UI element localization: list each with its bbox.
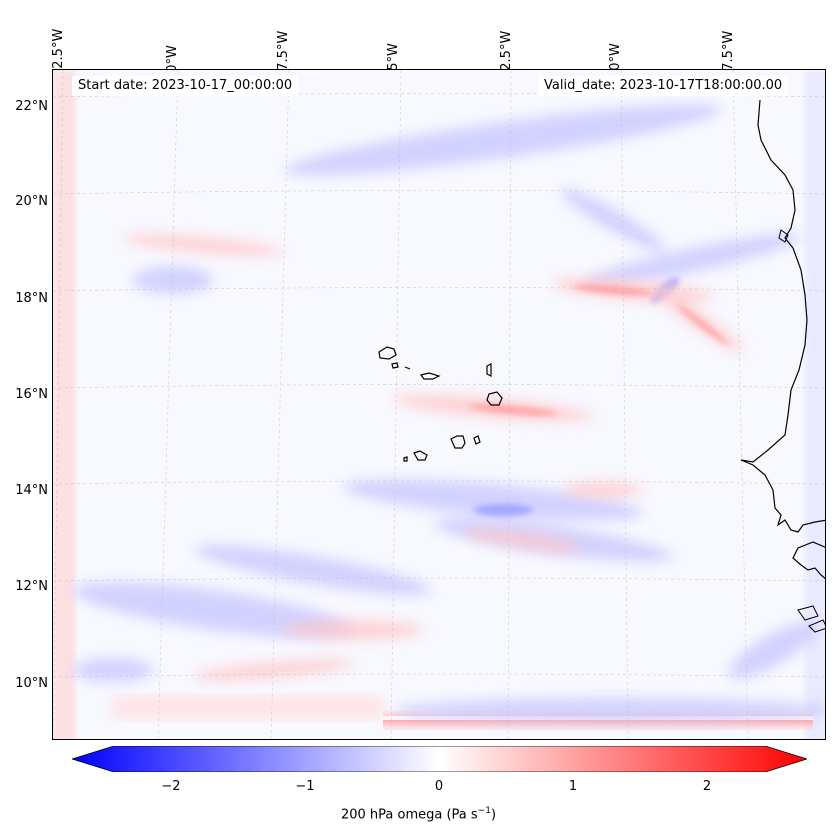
colorbar-label: 200 hPa omega (Pa s−1) <box>340 806 497 823</box>
lat-label-18n: 18°N <box>15 291 48 306</box>
boundary-right <box>805 70 825 739</box>
colorbar-tick-2: 2 <box>702 779 712 794</box>
omega-field <box>53 70 825 739</box>
colorbar-body <box>72 746 807 772</box>
start-date-label: Start date: 2023-10-17_00:00:00 <box>72 76 299 96</box>
colorbar-tick-1: 1 <box>568 779 578 794</box>
lat-label-14n: 14°N <box>15 483 48 498</box>
boundary-left <box>53 70 75 739</box>
colorbar-tick-0: 0 <box>434 779 444 794</box>
lat-label-10n: 10°N <box>15 676 48 691</box>
map-panel[interactable] <box>52 69 826 740</box>
colorbar-tick-neg1: −1 <box>295 779 315 794</box>
colorbar-tick-neg2: −2 <box>161 779 181 794</box>
lat-label-20n: 20°N <box>15 194 48 209</box>
cape-verde-islands <box>378 346 503 462</box>
lat-label-16n: 16°N <box>15 387 48 402</box>
lat-label-22n: 22°N <box>15 99 48 114</box>
colorbar <box>72 746 807 772</box>
valid-date-label: Valid_date: 2023-10-17T18:00:00.00 <box>538 76 789 96</box>
africa-coastline <box>740 99 825 580</box>
lat-label-12n: 12°N <box>15 579 48 594</box>
